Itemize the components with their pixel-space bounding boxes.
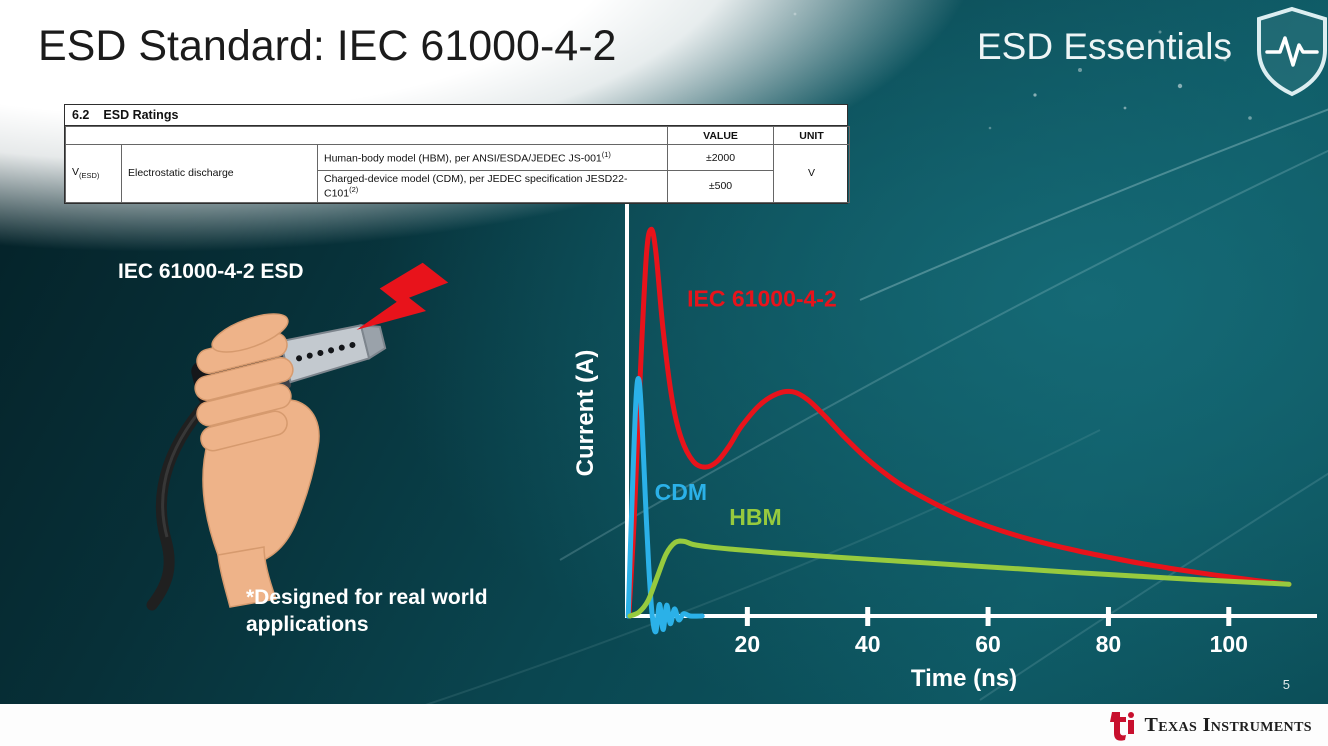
table-row: V(ESD) Electrostatic discharge Human-bod… [65,144,851,203]
curve-iec-61000-4-2 [626,226,1292,619]
column-header-unit: UNIT [773,126,851,145]
x-tick-label: 20 [735,631,761,657]
unit-cell: V [773,144,851,203]
x-tick-label: 60 [975,631,1001,657]
hbm-description-cell: Human-body model (HBM), per ANSI/ESDA/JE… [316,144,669,171]
texas-instruments-logo: Texas Instruments [1106,709,1312,741]
lightning-bolt-icon [356,262,449,330]
curve-label-cdm: CDM [655,479,707,505]
note-line-1: *Designed for real world [246,586,488,609]
designed-note: *Designed for real world applications [246,584,488,639]
x-axis-label: Time (ns) [911,665,1017,692]
section-number: 6.2 [72,108,90,122]
hand-holding-hdmi-illustration [146,262,449,611]
shield-pulse-icon [1257,6,1327,97]
section-title: ESD Ratings [103,108,179,122]
param-name-cell: Electrostatic discharge [121,144,318,203]
esd-waveform-chart: 20 40 60 80 100 Time (ns) Current (A) IEC 61000… [572,196,1327,701]
esd-ratings-table: 6.2 ESD Ratings VALUE UNIT V(ESD) Electro… [64,104,851,204]
table-row: Charged-device model (CDM), per JEDEC sp… [66,170,850,203]
illustration-caption: IEC 61000-4-2 ESD [118,260,304,283]
curve-label-hbm: HBM [729,504,781,530]
hand [194,313,320,608]
page-number: 5 [1282,677,1290,692]
cdm-description-cell: Charged-device model (CDM), per JEDEC sp… [316,170,669,203]
table-caption: 6.2 ESD Ratings [65,105,847,126]
curve-hbm [627,538,1292,619]
x-tick-label: 40 [855,631,881,657]
y-axis-label: Current (A) [575,350,599,477]
x-tick-label: 100 [1210,631,1248,657]
footer-brand-text: Texas Instruments [1144,713,1312,736]
ti-logo-icon [1110,712,1135,741]
note-line-2: applications [246,613,369,637]
curve-cdm [625,376,705,635]
series-brand-title: ESD Essentials [977,26,1232,67]
chart-canvas: 20 40 60 80 100 Time (ns) Current (A) IEC 61000… [572,204,1317,692]
empty-header-cell [64,126,669,145]
footer-bar: Texas Instruments [0,704,1328,746]
column-header-value: VALUE [667,126,775,145]
curve-label-iec-61000-4-2: IEC 61000-4-2 [687,286,837,312]
x-tick-label: 80 [1096,631,1122,657]
param-symbol-cell: V(ESD) [65,144,122,203]
slide-title: ESD Standard: IEC 61000-4-2 [38,22,617,70]
cdm-value-cell: ±500 [667,170,775,203]
hbm-value-cell: ±2000 [667,144,775,171]
table-header-row: VALUE UNIT [64,126,851,145]
